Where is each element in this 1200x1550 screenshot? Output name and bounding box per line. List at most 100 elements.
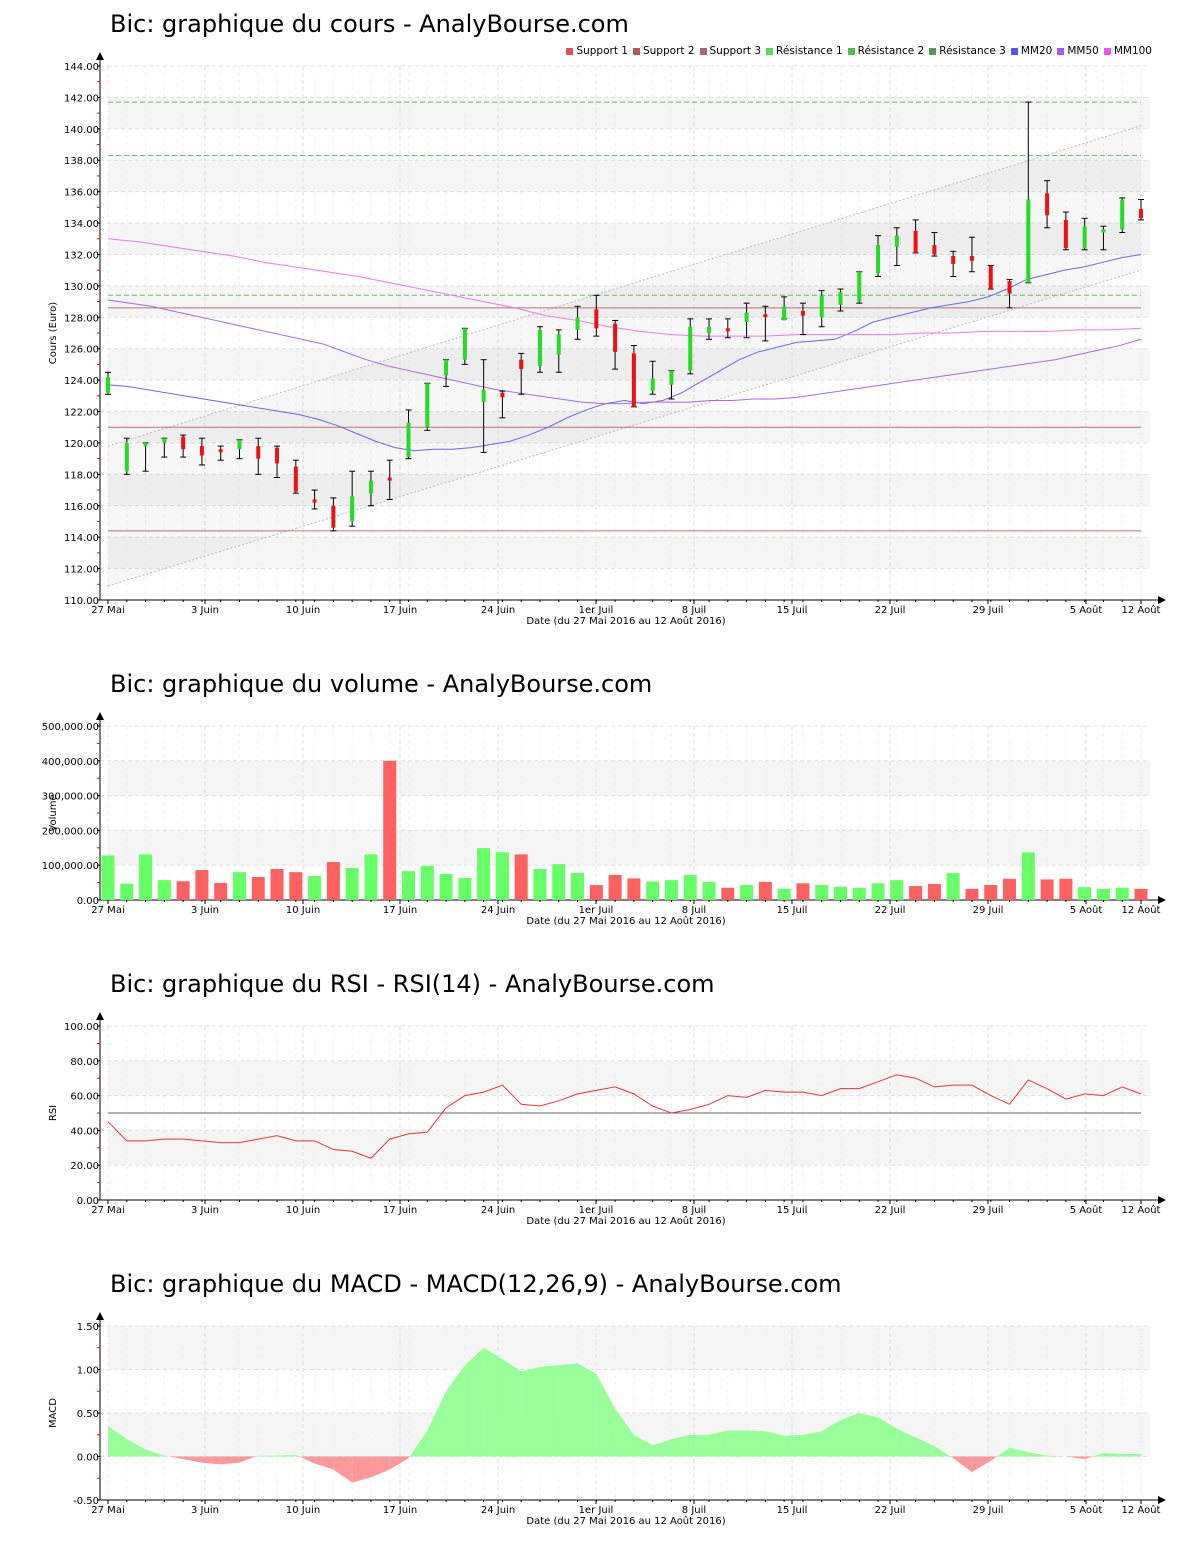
volume-bar bbox=[589, 885, 603, 900]
svg-text:24 Juin: 24 Juin bbox=[481, 1205, 515, 1216]
candlestick bbox=[330, 497, 337, 532]
candlestick bbox=[499, 390, 506, 419]
svg-text:22 Juil: 22 Juil bbox=[875, 1505, 906, 1516]
volume-bar bbox=[251, 877, 265, 900]
volume-bar bbox=[1021, 852, 1035, 900]
svg-text:0.50: 0.50 bbox=[77, 1409, 99, 1420]
svg-text:15 Juil: 15 Juil bbox=[777, 1205, 808, 1216]
volume-chart-title: Bic: graphique du volume - AnalyBourse.c… bbox=[110, 670, 653, 698]
candlestick bbox=[386, 459, 393, 500]
volume-bar bbox=[796, 883, 810, 900]
volume-bar bbox=[852, 887, 866, 900]
svg-text:1er Juil: 1er Juil bbox=[579, 1205, 614, 1216]
candlestick bbox=[180, 434, 187, 458]
candlestick bbox=[292, 459, 299, 494]
volume-bar bbox=[909, 886, 923, 900]
svg-text:142.00: 142.00 bbox=[64, 93, 99, 104]
svg-text:10 Juin: 10 Juin bbox=[286, 1205, 320, 1216]
legend-item: Support 3 bbox=[699, 45, 761, 57]
candlestick bbox=[311, 489, 318, 510]
svg-text:1.00: 1.00 bbox=[77, 1366, 99, 1377]
volume-bar bbox=[458, 878, 472, 900]
price-legend: Support 1 Support 2 Support 3 Résistance 1 R… bbox=[566, 45, 1152, 57]
svg-text:118.00: 118.00 bbox=[64, 470, 99, 481]
volume-bar bbox=[383, 760, 397, 900]
volume-bar bbox=[608, 874, 622, 900]
svg-text:27 Mai: 27 Mai bbox=[91, 605, 124, 616]
price-chart: 144.00 142.00 140.00 138.00 136.00 134.00 132.… bbox=[48, 52, 1166, 627]
svg-text:20.00: 20.00 bbox=[70, 1161, 99, 1172]
svg-text:138.00: 138.00 bbox=[64, 156, 99, 167]
svg-text:Date (du 27 Mai 2016 au 12 Aoû: Date (du 27 Mai 2016 au 12 Août 2016) bbox=[526, 915, 725, 927]
svg-text:300,000.00: 300,000.00 bbox=[42, 792, 99, 803]
candlestick bbox=[1006, 279, 1013, 309]
svg-text:12 Août: 12 Août bbox=[1122, 604, 1161, 616]
macd-panel: Bic: graphique du MACD - MACD(12,26,9) -… bbox=[0, 1260, 1200, 1550]
svg-text:134.00: 134.00 bbox=[64, 219, 99, 230]
volume-bar bbox=[289, 872, 303, 900]
svg-text:400,000.00: 400,000.00 bbox=[42, 757, 99, 768]
volume-bar bbox=[214, 882, 228, 900]
candlestick bbox=[443, 359, 450, 387]
volume-bar bbox=[101, 855, 115, 900]
candlestick bbox=[1025, 101, 1032, 284]
svg-text:120.00: 120.00 bbox=[64, 439, 99, 450]
candlestick bbox=[198, 437, 205, 466]
candlestick bbox=[1119, 197, 1126, 233]
svg-text:17 Juin: 17 Juin bbox=[383, 1205, 417, 1216]
volume-bar bbox=[740, 885, 754, 900]
svg-text:132.00: 132.00 bbox=[64, 250, 99, 261]
volume-bar bbox=[270, 869, 284, 900]
candlestick bbox=[612, 319, 619, 370]
svg-text:Date (du 27 Mai 2016 au 12 Aoû: Date (du 27 Mai 2016 au 12 Août 2016) bbox=[526, 615, 725, 627]
volume-bar bbox=[758, 881, 772, 900]
candlestick bbox=[799, 302, 806, 336]
candlestick bbox=[687, 318, 694, 375]
rsi-chart-title: Bic: graphique du RSI - RSI(14) - AnalyB… bbox=[110, 970, 715, 998]
price-panel: Bic: graphique du cours - AnalyBourse.co… bbox=[0, 0, 1200, 640]
volume-bar bbox=[927, 883, 941, 900]
legend-item: Résistance 2 bbox=[847, 45, 925, 57]
rsi-line bbox=[107, 1074, 1142, 1159]
candlestick bbox=[1100, 225, 1107, 251]
candlestick bbox=[762, 305, 769, 342]
candlestick bbox=[518, 352, 525, 395]
candlestick bbox=[968, 236, 975, 273]
svg-text:100.00: 100.00 bbox=[64, 1022, 99, 1033]
candlestick bbox=[706, 318, 713, 340]
candlestick bbox=[1062, 211, 1069, 251]
candlestick bbox=[950, 250, 957, 277]
svg-text:17 Juin: 17 Juin bbox=[383, 605, 417, 616]
svg-text:22 Juil: 22 Juil bbox=[875, 1205, 906, 1216]
volume-bar bbox=[139, 854, 153, 900]
svg-text:22 Juil: 22 Juil bbox=[875, 605, 906, 616]
candlestick bbox=[480, 359, 487, 453]
legend-swatch-icon bbox=[632, 47, 640, 55]
candlestick bbox=[367, 470, 374, 507]
volume-bar bbox=[890, 880, 904, 900]
svg-text:-0.50: -0.50 bbox=[73, 1496, 99, 1507]
svg-text:500,000.00: 500,000.00 bbox=[42, 722, 99, 733]
svg-text:126.00: 126.00 bbox=[64, 345, 99, 356]
svg-text:8 Juil: 8 Juil bbox=[682, 905, 706, 916]
candlestick bbox=[781, 296, 788, 321]
legend-swatch-icon bbox=[1010, 47, 1018, 55]
svg-text:136.00: 136.00 bbox=[64, 188, 99, 199]
legend-label: Résistance 2 bbox=[857, 45, 925, 57]
candlestick bbox=[1044, 180, 1051, 229]
svg-text:8 Juil: 8 Juil bbox=[682, 1505, 706, 1516]
svg-text:128.00: 128.00 bbox=[64, 313, 99, 324]
svg-text:29 Juil: 29 Juil bbox=[973, 905, 1004, 916]
svg-text:24 Juin: 24 Juin bbox=[481, 905, 515, 916]
legend-label: MM100 bbox=[1113, 45, 1152, 57]
candlestick bbox=[668, 370, 675, 400]
svg-text:27 Mai: 27 Mai bbox=[91, 1205, 124, 1216]
svg-text:3 Juin: 3 Juin bbox=[191, 1505, 219, 1516]
svg-text:12 Août: 12 Août bbox=[1122, 904, 1161, 916]
volume-bar bbox=[1134, 888, 1148, 900]
svg-text:122.00: 122.00 bbox=[64, 408, 99, 419]
legend-item: MM50 bbox=[1057, 45, 1099, 57]
volume-bar bbox=[1078, 887, 1092, 900]
volume-chart: 500,000.00 400,000.00 300,000.00 200,000.00… bbox=[42, 712, 1166, 927]
